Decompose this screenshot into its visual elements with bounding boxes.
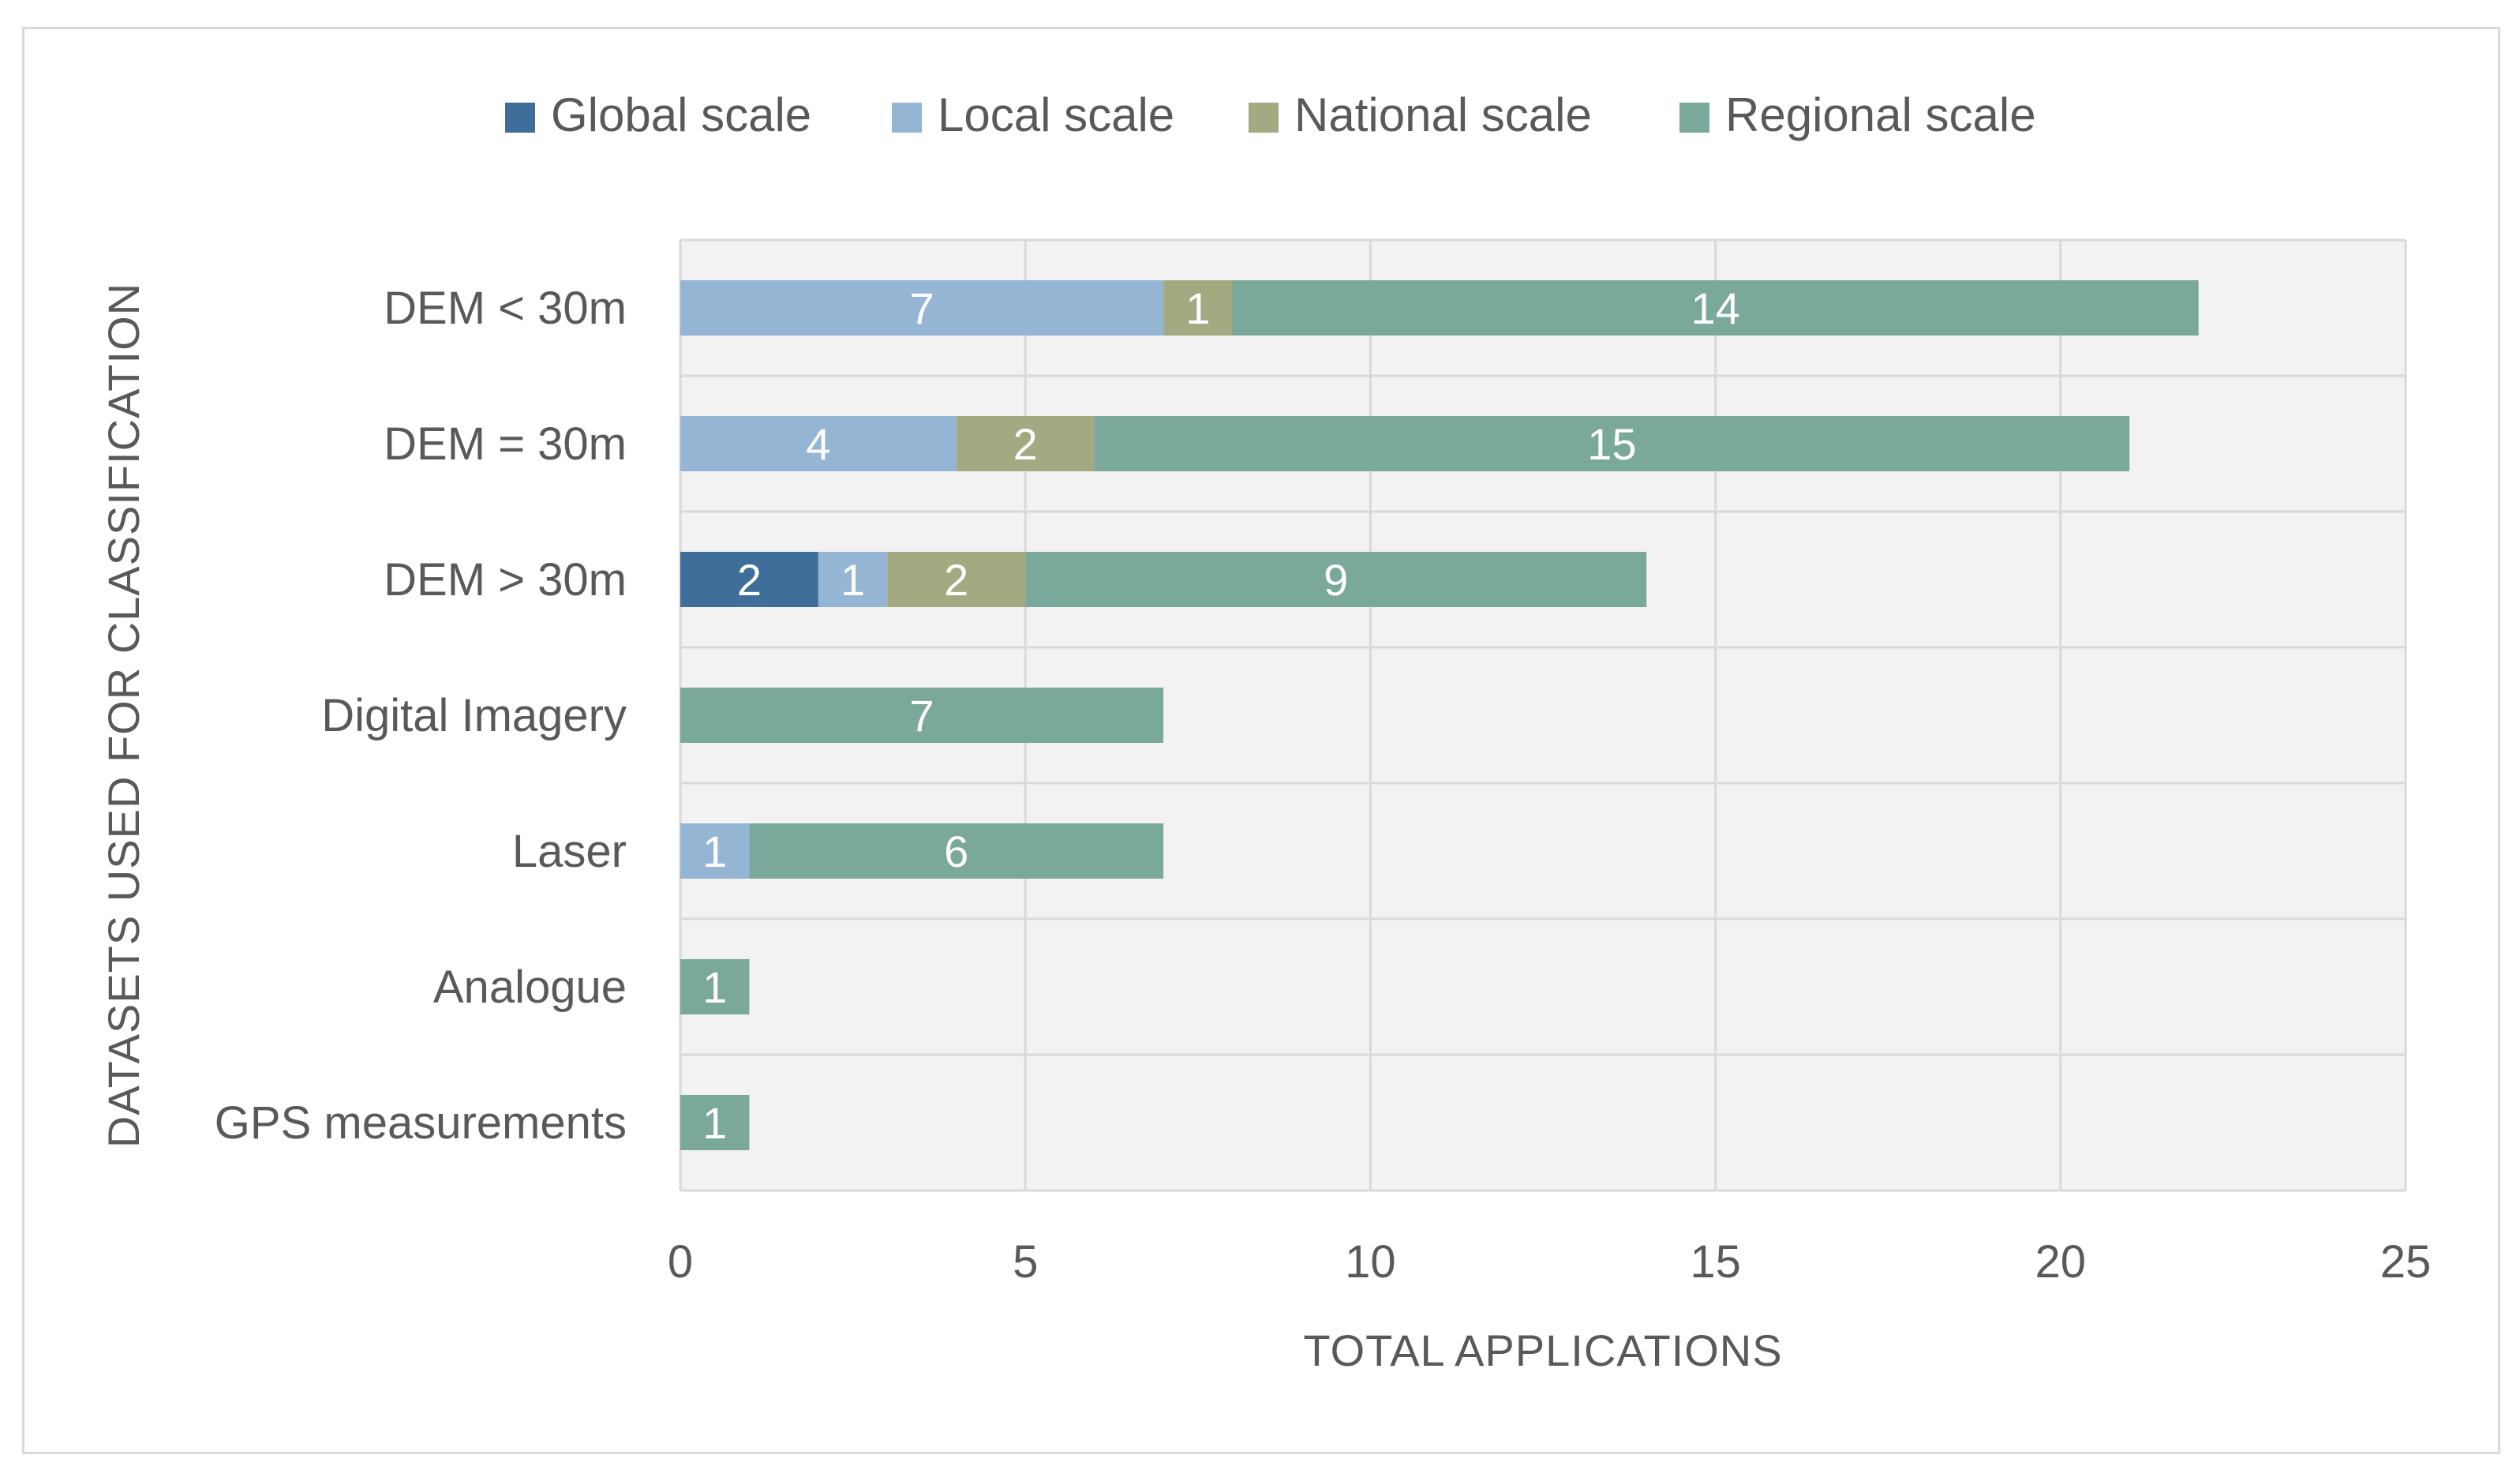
data-label: 2	[737, 555, 762, 605]
bar-segment	[680, 688, 1164, 743]
bars: 7 1 144 2 152 1 2 971 611	[680, 280, 2199, 1150]
x-tick-label: 20	[2035, 1236, 2087, 1288]
legend-label: Local scale	[938, 88, 1174, 141]
category-label: DEM > 30m	[384, 554, 627, 606]
legend-label: Regional scale	[1725, 88, 2036, 141]
legend-label: Global scale	[551, 88, 811, 141]
x-tick-label: 5	[1013, 1236, 1038, 1288]
data-label: 7	[909, 691, 934, 740]
bar-segment	[1163, 280, 1233, 336]
x-tick-labels: 0 5 10 15 20 25	[668, 1236, 2431, 1288]
category-label: GPS measurements	[215, 1097, 627, 1149]
bar-segment	[1232, 280, 2199, 336]
legend-swatch	[505, 103, 535, 133]
bar-segment	[680, 552, 818, 607]
bar-segment	[680, 823, 750, 879]
legend-swatch	[892, 103, 922, 133]
gridlines	[679, 238, 2407, 1192]
x-axis-title: TOTAL APPLICATIONS	[1303, 1325, 1782, 1375]
x-tick-label: 0	[668, 1236, 693, 1288]
data-label: 4	[806, 419, 830, 469]
bar-segment	[680, 416, 957, 471]
legend: Global scale Local scale National scale Reg…	[505, 88, 2036, 141]
y-axis-title: DATASETS USED FOR CLASSIFICATION	[99, 283, 148, 1148]
bar-segment	[1094, 416, 2130, 471]
data-label: 1	[1185, 283, 1210, 333]
bar-segment	[680, 280, 1164, 336]
data-label: 1	[702, 827, 727, 876]
bar-segment	[818, 552, 888, 607]
bar-segment	[680, 1095, 750, 1150]
legend-label: National scale	[1294, 88, 1592, 141]
data-label: 2	[1013, 419, 1038, 469]
x-tick-label: 10	[1345, 1236, 1396, 1288]
category-label: DEM = 30m	[384, 418, 627, 470]
data-label: 1	[841, 555, 865, 605]
legend-swatch	[1679, 103, 1709, 133]
data-label: 6	[944, 827, 968, 876]
data-label: 9	[1324, 555, 1348, 605]
x-tick-label: 25	[2380, 1236, 2432, 1288]
bar-segment	[680, 959, 750, 1014]
data-label: 7	[909, 283, 934, 333]
data-label: 15	[1587, 419, 1636, 469]
data-label: 1	[702, 1098, 727, 1148]
data-label: 2	[944, 555, 968, 605]
data-label: 1	[702, 962, 727, 1012]
data-label: 14	[1691, 283, 1739, 333]
x-tick-label: 15	[1690, 1236, 1741, 1288]
category-label: DEM < 30m	[384, 283, 627, 334]
bar-segment	[749, 823, 1164, 879]
bar-segment	[1025, 552, 1647, 607]
legend-swatch	[1249, 103, 1279, 133]
category-label: Analogue	[433, 962, 627, 1013]
bar-segment	[887, 552, 1026, 607]
category-labels: DEM < 30m DEM = 30m DEM > 30m Digital Image…	[215, 283, 627, 1149]
category-label: Laser	[512, 826, 627, 877]
category-label: Digital Imagery	[321, 690, 627, 741]
bar-segment	[956, 416, 1095, 471]
